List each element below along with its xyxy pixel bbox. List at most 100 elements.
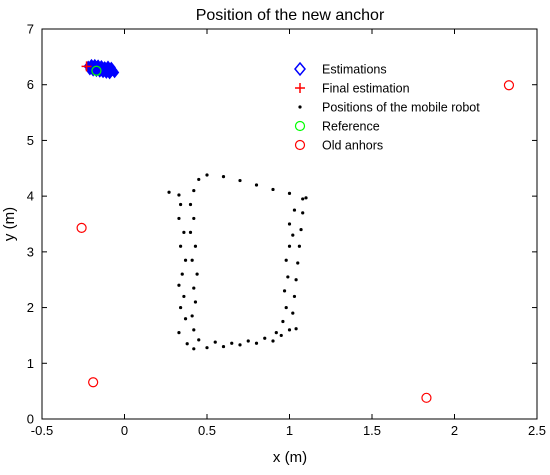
robot-position-point — [177, 216, 181, 221]
legend-entry-label: Old anhors — [322, 139, 383, 153]
robot-position-point — [197, 177, 201, 182]
legend-marker — [298, 105, 302, 109]
robot-position-point — [297, 244, 301, 248]
robot-position-point — [292, 208, 297, 212]
robot-position-point — [287, 191, 292, 195]
robot-position-point — [238, 178, 242, 183]
old-anchor-point — [421, 392, 432, 403]
robot-position-point — [286, 275, 290, 279]
y-tick-label: 1 — [27, 356, 34, 371]
legend-entry-label: Estimations — [322, 63, 387, 77]
robot-position-point — [294, 278, 298, 282]
robot-position-point — [246, 339, 250, 343]
robot-position-point — [183, 258, 188, 262]
robot-position-point — [287, 222, 292, 226]
robot-position-point — [205, 173, 209, 177]
legend: Estimations Final estimation Positions of … — [294, 61, 480, 153]
robot-position-point — [238, 343, 242, 347]
y-tick-label: 7 — [27, 22, 34, 37]
x-tick-label: 2.5 — [528, 423, 546, 438]
robot-position-point — [192, 286, 196, 290]
robot-position-point — [179, 305, 183, 310]
robot-position-point — [284, 258, 288, 262]
x-tick-label: -0.5 — [31, 423, 53, 438]
robot-position-point — [179, 244, 183, 248]
y-tick-label: 0 — [27, 412, 34, 427]
y-tick-label: 4 — [27, 189, 34, 204]
robot-position-point — [287, 328, 292, 332]
legend-marker — [294, 120, 306, 132]
robot-position-point — [190, 258, 194, 262]
robot-position-point — [292, 294, 297, 299]
robot-position-point — [192, 188, 196, 193]
chart-title: Position of the new anchor — [196, 7, 385, 24]
robot-position-point — [287, 244, 292, 248]
robot-position-point — [291, 311, 295, 315]
robot-position-point — [167, 190, 171, 194]
robot-position-point — [263, 336, 267, 340]
robot-position-point — [271, 339, 275, 343]
y-axis-label: y (m) — [1, 207, 18, 241]
legend-entry-label: Final estimation — [322, 82, 410, 96]
robot-position-point — [274, 331, 278, 335]
robot-position-point — [182, 230, 186, 234]
robot-position-point — [177, 283, 181, 287]
robot-position-point — [230, 341, 234, 345]
robot-position-point — [188, 202, 193, 207]
robot-position-point — [282, 289, 287, 293]
robot-position-point — [213, 340, 217, 344]
x-tick-label: 0 — [121, 423, 128, 438]
robot-position-point — [294, 327, 298, 331]
old-anchor-point — [76, 222, 87, 233]
final-estimation-point — [81, 61, 92, 72]
old-anchor-point — [503, 80, 515, 91]
legend-entry-label: Positions of the mobile robot — [322, 101, 480, 115]
robot-position-point — [291, 233, 295, 237]
robot-position-point — [177, 193, 181, 197]
robot-position-point — [183, 317, 188, 321]
x-tick-label: 2 — [451, 423, 458, 438]
robot-position-point — [281, 319, 285, 324]
x-axis-label: x (m) — [273, 449, 307, 466]
robot-position-point — [254, 341, 259, 345]
robot-position-point — [180, 272, 184, 276]
robot-position-point — [192, 328, 196, 332]
robot-position-point — [193, 244, 198, 248]
x-tick-label: 1.5 — [363, 423, 381, 438]
x-tick-label: 0.5 — [198, 423, 216, 438]
robot-position-point — [188, 230, 193, 234]
robot-position-point — [197, 338, 201, 342]
robot-position-point — [271, 187, 275, 192]
robot-position-point — [177, 331, 181, 335]
robot-position-point — [192, 347, 196, 351]
robot-position-point — [284, 305, 288, 310]
robot-position-point — [195, 272, 199, 276]
robot-position-point — [185, 342, 189, 346]
robot-position-point — [190, 314, 194, 318]
robot-position-point — [296, 261, 300, 265]
robot-position-point — [205, 346, 209, 350]
legend-marker — [294, 139, 306, 151]
robot-position-point — [301, 211, 305, 215]
robot-position-point — [254, 183, 259, 187]
robot-position-point — [193, 300, 198, 304]
y-tick-label: 2 — [27, 300, 34, 315]
robot-position-point — [299, 227, 303, 232]
y-tick-label: 5 — [27, 133, 34, 148]
x-tick-label: 1 — [286, 423, 293, 438]
robot-position-point — [179, 202, 183, 207]
old-anchor-point — [88, 377, 99, 388]
y-tick-label: 3 — [27, 244, 34, 259]
robot-position-point — [221, 344, 226, 349]
robot-position-point — [192, 216, 196, 221]
robot-position-point — [279, 333, 283, 338]
legend-entry-label: Reference — [322, 120, 380, 134]
legend-marker — [295, 83, 305, 93]
legend-marker — [294, 61, 306, 77]
y-tick-label: 6 — [27, 77, 34, 92]
robot-position-point — [301, 197, 305, 201]
robot-position-point — [221, 175, 226, 179]
